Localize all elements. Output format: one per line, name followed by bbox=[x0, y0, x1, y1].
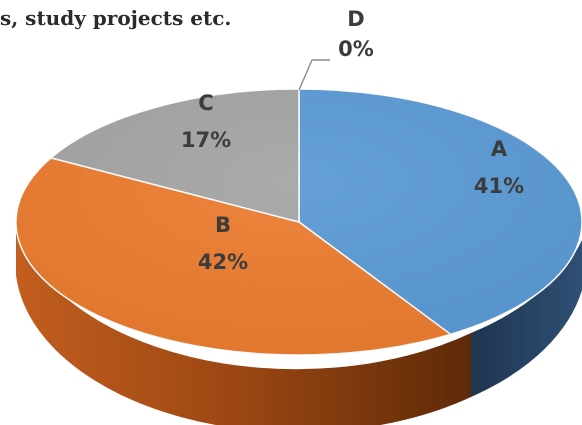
slice-b-category-label: B bbox=[215, 213, 231, 237]
pie-slices bbox=[15, 88, 582, 356]
slice-d-leader-line bbox=[298, 59, 330, 91]
slice-b-percent-label: 42% bbox=[198, 250, 248, 274]
slice-d-category-label: D bbox=[347, 7, 364, 31]
slice-c-percent-label: 17% bbox=[181, 128, 231, 152]
slice-c-category-label: C bbox=[198, 91, 213, 115]
slice-a-category-label: A bbox=[491, 137, 508, 161]
pie-labels: A 41% B 42% C 17% D 0% bbox=[181, 7, 524, 274]
chart-title-fragment: s, study projects etc. bbox=[0, 6, 232, 30]
slice-b-side bbox=[16, 222, 471, 425]
slice-a-percent-label: 41% bbox=[474, 174, 524, 198]
slice-d-percent-label: 0% bbox=[338, 37, 374, 61]
